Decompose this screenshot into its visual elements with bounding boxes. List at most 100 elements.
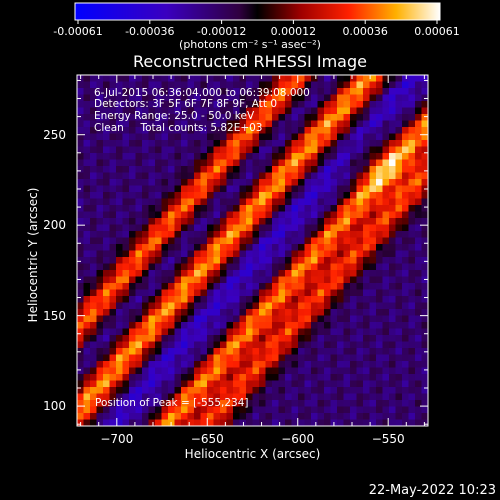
heatmap-cell bbox=[122, 166, 130, 173]
heatmap-cell bbox=[233, 380, 240, 388]
heatmap-cell bbox=[376, 413, 383, 420]
heatmap-cell bbox=[148, 244, 156, 251]
heatmap-cell bbox=[83, 393, 91, 401]
heatmap-cell bbox=[129, 205, 136, 212]
heatmap-cell bbox=[317, 387, 325, 394]
heatmap-cell bbox=[298, 88, 305, 95]
heatmap-cell bbox=[285, 94, 292, 102]
heatmap-cell bbox=[135, 296, 143, 303]
heatmap-cell bbox=[350, 166, 357, 173]
heatmap-cell bbox=[252, 374, 260, 381]
heatmap-cell bbox=[122, 101, 130, 108]
heatmap-cell bbox=[278, 302, 286, 310]
heatmap-cell bbox=[155, 263, 162, 271]
heatmap-cell bbox=[376, 406, 383, 414]
heatmap-cell bbox=[246, 283, 253, 290]
heatmap-cell bbox=[135, 335, 143, 342]
heatmap-cell bbox=[298, 257, 305, 264]
heatmap-cell bbox=[285, 218, 292, 225]
heatmap-cell bbox=[337, 198, 344, 206]
heatmap-cell bbox=[402, 94, 409, 102]
heatmap-cell bbox=[239, 341, 247, 349]
heatmap-cell bbox=[83, 205, 91, 212]
heatmap-cell bbox=[155, 231, 162, 238]
heatmap-cell bbox=[135, 146, 143, 154]
heatmap-cell bbox=[90, 387, 97, 394]
heatmap-cell bbox=[122, 120, 130, 128]
heatmap-cell bbox=[317, 380, 325, 388]
heatmap-cell bbox=[291, 231, 299, 238]
heatmap-cell bbox=[408, 348, 416, 355]
heatmap-cell bbox=[90, 81, 97, 89]
heatmap-cell bbox=[135, 361, 143, 368]
heatmap-cell bbox=[304, 224, 312, 232]
heatmap-cell bbox=[376, 393, 383, 401]
heatmap-cell bbox=[148, 374, 156, 381]
heatmap-cell bbox=[395, 315, 403, 323]
heatmap-cell bbox=[369, 211, 377, 219]
heatmap-cell bbox=[369, 94, 377, 102]
heatmap-cell bbox=[376, 283, 383, 290]
heatmap-cell bbox=[226, 244, 234, 251]
heatmap-cell bbox=[148, 159, 156, 167]
heatmap-cell bbox=[161, 348, 169, 355]
heatmap-cell bbox=[155, 400, 162, 407]
heatmap-cell bbox=[415, 296, 422, 303]
heatmap-cell bbox=[187, 81, 195, 89]
heatmap-cell bbox=[337, 244, 344, 251]
heatmap-cell bbox=[181, 406, 188, 414]
heatmap-cell bbox=[122, 146, 130, 154]
heatmap-cell bbox=[298, 114, 305, 121]
heatmap-cell bbox=[363, 335, 370, 342]
heatmap-cell bbox=[174, 185, 182, 193]
heatmap-cell bbox=[207, 257, 214, 264]
heatmap-cell bbox=[259, 400, 266, 407]
heatmap-cell bbox=[298, 185, 305, 193]
heatmap-cell bbox=[415, 166, 422, 173]
heatmap-cell bbox=[330, 192, 338, 199]
heatmap-cell bbox=[389, 205, 396, 212]
heatmap-cell bbox=[324, 153, 331, 160]
heatmap-cell bbox=[278, 400, 286, 407]
heatmap-cell bbox=[83, 101, 91, 108]
heatmap-cell bbox=[415, 198, 422, 206]
heatmap-cell bbox=[168, 94, 175, 102]
heatmap-cell bbox=[77, 192, 84, 199]
heatmap-cell bbox=[252, 296, 260, 303]
heatmap-cell bbox=[356, 211, 364, 219]
heatmap-cell bbox=[285, 380, 292, 388]
heatmap-cell bbox=[278, 348, 286, 355]
heatmap-cell bbox=[220, 185, 227, 193]
heatmap-cell bbox=[369, 179, 377, 186]
heatmap-cell bbox=[252, 276, 260, 284]
heatmap-cell bbox=[226, 146, 234, 154]
heatmap-cell bbox=[298, 335, 305, 342]
heatmap-cell bbox=[304, 276, 312, 284]
heatmap-cell bbox=[265, 218, 273, 225]
heatmap-cell bbox=[259, 205, 266, 212]
heatmap-cell bbox=[200, 361, 208, 368]
heatmap-cell bbox=[415, 309, 422, 316]
heatmap-cell bbox=[220, 205, 227, 212]
heatmap-cell bbox=[83, 237, 91, 245]
heatmap-cell bbox=[77, 159, 84, 167]
heatmap-cell bbox=[291, 263, 299, 271]
heatmap-cell bbox=[272, 387, 279, 394]
heatmap-cell bbox=[246, 322, 253, 329]
heatmap-cell bbox=[415, 224, 422, 232]
heatmap-cell bbox=[402, 75, 409, 82]
heatmap-cell bbox=[285, 374, 292, 381]
heatmap-cell bbox=[311, 367, 318, 375]
heatmap-cell bbox=[181, 81, 188, 89]
heatmap-cell bbox=[220, 328, 227, 336]
heatmap-cell bbox=[161, 400, 169, 407]
heatmap-cell bbox=[278, 179, 286, 186]
heatmap-cell bbox=[343, 302, 351, 310]
heatmap-cell bbox=[265, 244, 273, 251]
heatmap-cell bbox=[389, 133, 396, 141]
heatmap-cell bbox=[363, 322, 370, 329]
heatmap-cell bbox=[389, 419, 396, 427]
heatmap-cell bbox=[265, 348, 273, 355]
heatmap-cell bbox=[129, 120, 136, 128]
heatmap-cell bbox=[77, 406, 84, 414]
